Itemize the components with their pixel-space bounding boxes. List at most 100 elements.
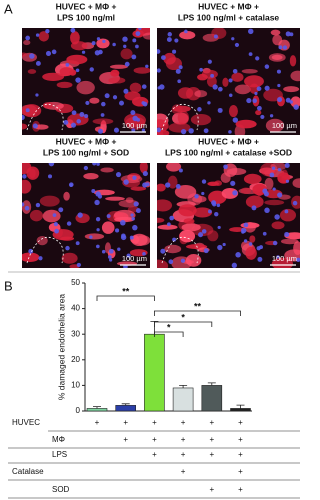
cell: [264, 177, 274, 190]
nucleus: [276, 255, 280, 259]
nucleus: [166, 222, 171, 227]
nucleus: [167, 32, 172, 37]
nucleus: [83, 113, 89, 119]
scale-bar-label: 100 µm: [122, 121, 147, 130]
condition-name: LPS: [52, 450, 67, 459]
image-caption: LPS 100 ng/ml + SOD: [43, 147, 129, 157]
nucleus: [194, 194, 199, 199]
nucleus: [102, 39, 106, 44]
cell: [108, 77, 126, 84]
y-tick-label: 30: [71, 329, 80, 338]
nucleus: [269, 172, 275, 178]
nucleus: [95, 191, 101, 197]
error-bar: [93, 406, 101, 409]
cell: [245, 195, 264, 209]
nucleus: [95, 244, 100, 249]
nucleus: [142, 101, 148, 107]
nucleus: [130, 110, 136, 116]
condition-name: SOD: [52, 485, 70, 494]
bar: [115, 405, 136, 412]
nucleus: [284, 209, 289, 214]
figure: A B % damaged endothelia area HUVEC + MΦ…: [4, 1, 300, 499]
cell: [255, 110, 262, 116]
nucleus: [217, 86, 223, 92]
nucleus: [81, 50, 86, 54]
nucleus: [52, 213, 57, 218]
condition-name: Catalase: [12, 467, 44, 476]
nucleus: [70, 122, 77, 128]
nucleus: [177, 79, 182, 84]
condition-mark: +: [95, 418, 100, 427]
nucleus: [296, 257, 300, 263]
nucleus: [272, 187, 276, 191]
cell: [178, 204, 197, 217]
nucleus: [284, 163, 290, 168]
nucleus: [135, 44, 139, 49]
nucleus: [76, 262, 81, 268]
cell: [22, 104, 42, 118]
condition-mark: +: [209, 485, 214, 494]
nucleus: [212, 202, 217, 207]
nucleus: [89, 235, 93, 239]
nucleus: [96, 163, 100, 166]
nucleus: [166, 37, 172, 43]
nucleus: [234, 42, 240, 48]
cell: [42, 209, 61, 223]
nucleus: [264, 85, 270, 91]
condition-mark: +: [181, 450, 186, 459]
nucleus: [157, 127, 162, 133]
nucleus: [96, 228, 100, 232]
nucleus: [117, 247, 121, 251]
cell: [190, 113, 212, 126]
nucleus: [91, 41, 96, 46]
nucleus: [85, 100, 90, 106]
cell: [61, 252, 78, 264]
nucleus: [112, 95, 118, 100]
cell: [243, 173, 262, 185]
nucleus: [115, 228, 120, 233]
nucleus: [293, 104, 299, 110]
panel-label: B: [4, 278, 13, 293]
significance-label: **: [122, 286, 130, 296]
nucleus: [198, 232, 204, 238]
condition-mark: +: [123, 418, 128, 427]
nucleus: [264, 64, 270, 69]
nucleus: [223, 164, 228, 170]
nucleus: [22, 174, 27, 179]
nucleus: [65, 63, 70, 67]
cell: [36, 235, 48, 246]
cell: [157, 217, 165, 223]
cell: [240, 187, 252, 194]
nucleus: [126, 253, 131, 258]
nucleus: [277, 97, 283, 103]
nucleus: [22, 202, 25, 207]
cell: [168, 122, 191, 133]
nucleus: [101, 101, 106, 107]
image-caption: HUVEC + MΦ +: [56, 1, 117, 11]
nucleus: [271, 166, 276, 171]
nucleus: [53, 222, 58, 227]
nucleus: [264, 207, 270, 214]
nucleus: [54, 228, 59, 234]
nucleus: [207, 209, 212, 214]
nucleus: [45, 29, 50, 34]
nucleus: [157, 68, 161, 73]
cell: [120, 48, 133, 60]
error-bar: [179, 385, 188, 388]
nucleus: [63, 119, 69, 125]
nucleus: [28, 248, 34, 254]
nucleus: [123, 44, 127, 48]
nucleus: [132, 224, 138, 231]
y-tick-label: 0: [76, 406, 81, 415]
nucleus: [108, 258, 113, 262]
cell: [245, 246, 257, 260]
nucleus: [112, 42, 116, 47]
nucleus: [35, 60, 41, 66]
nucleus: [106, 214, 111, 219]
condition-mark: +: [123, 435, 128, 444]
nucleus: [201, 191, 205, 196]
nucleus: [175, 68, 181, 74]
nucleus: [207, 101, 211, 105]
nucleus: [201, 229, 207, 234]
condition-mark: +: [238, 485, 243, 494]
